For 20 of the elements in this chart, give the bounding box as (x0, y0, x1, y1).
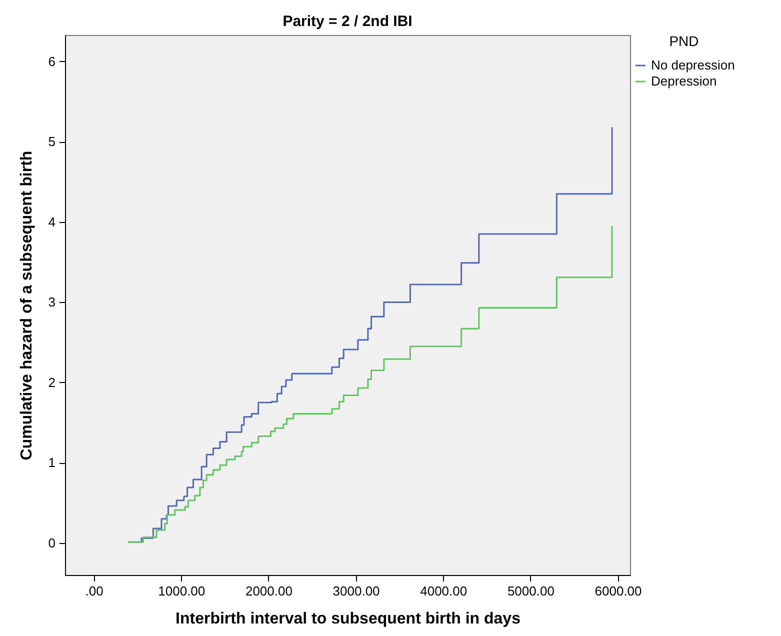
x-tick-label: 3000.00 (332, 584, 380, 598)
x-tick-label: 6000.00 (594, 584, 642, 598)
chart-title: Parity = 2 / 2nd IBI (282, 13, 412, 30)
x-tick-label: 1000.00 (158, 584, 206, 598)
y-tick-label: 1 (48, 455, 56, 470)
y-tick-label: 5 (48, 134, 56, 150)
y-tick-label: 0 (48, 535, 56, 550)
x-tick-label: 5000.00 (507, 584, 554, 598)
x-axis-title: Interbirth interval to subsequent birth in days (176, 610, 521, 628)
y-tick-label: 6 (48, 54, 56, 69)
legend-label: No depression (651, 58, 735, 72)
legend-label: Depression (651, 74, 717, 88)
legend-title: PND (669, 33, 699, 49)
y-tick-label: 4 (48, 214, 56, 230)
y-tick-label: 3 (48, 294, 56, 310)
x-tick-label: 4000.00 (420, 584, 468, 598)
x-tick-label: .00 (85, 584, 104, 598)
y-axis-title: Cumulative hazard of a subsequent birth (18, 150, 36, 460)
x-tick-label: 2000.00 (245, 584, 292, 598)
y-tick-label: 2 (48, 374, 56, 390)
